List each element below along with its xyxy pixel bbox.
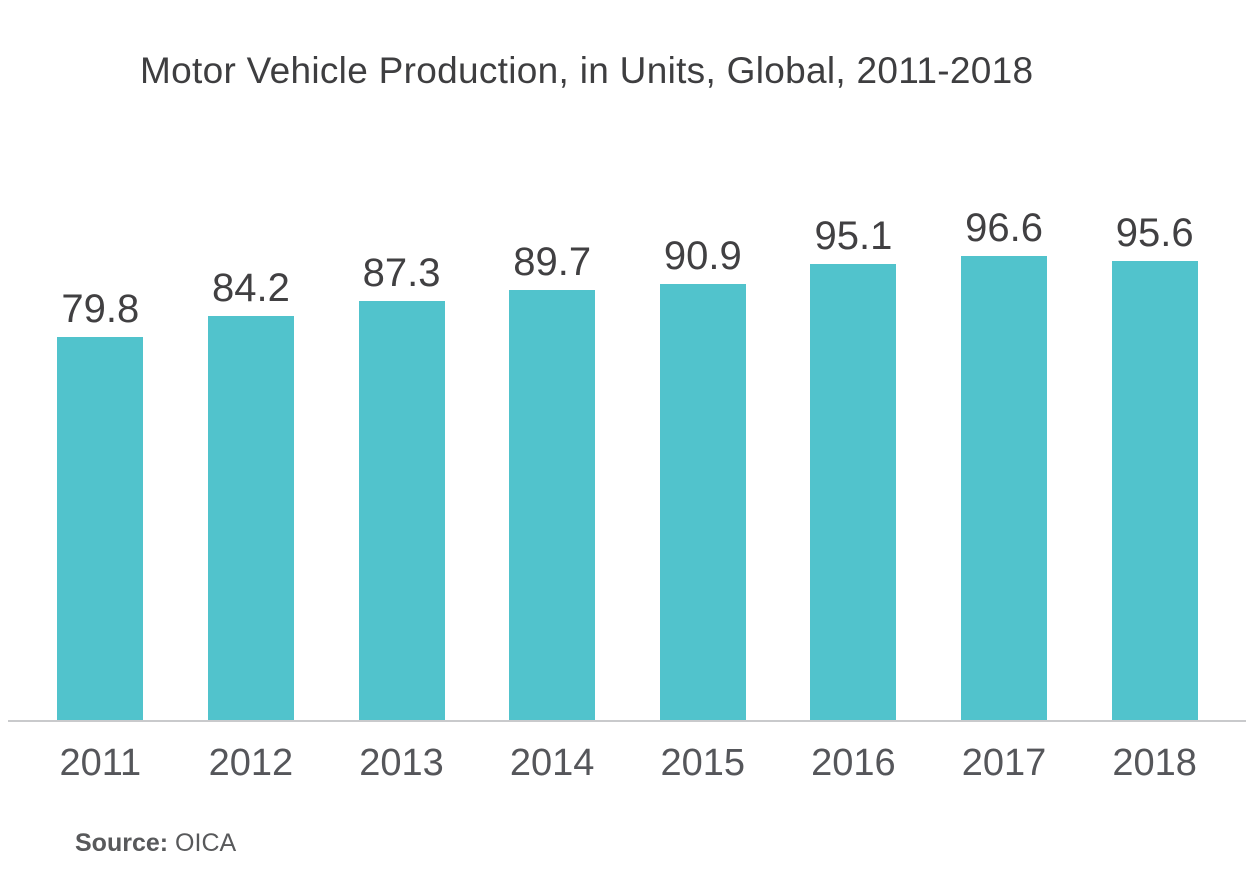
plot-area: 79.8 84.2 87.3 89.7 90.9 95.1 96.6 95.6 <box>25 190 1230 722</box>
x-tick-label-2017: 2017 <box>961 742 1047 784</box>
x-tick-label-2011: 2011 <box>59 742 142 784</box>
x-tick-label-2013: 2013 <box>359 742 444 784</box>
x-tick-label-2018: 2018 <box>1112 742 1197 784</box>
source-label: Source: <box>75 829 169 857</box>
bar-2011 <box>57 337 144 722</box>
bar-2015 <box>659 283 746 722</box>
bar-group-2018: 95.6 <box>1079 190 1230 722</box>
data-label-2013: 87.3 <box>362 251 441 296</box>
x-tick-label-2012: 2012 <box>208 742 294 784</box>
bar-2016 <box>810 263 897 722</box>
data-label-2016: 95.1 <box>814 213 893 258</box>
bar-group-2011: 79.8 <box>25 190 176 722</box>
bar-group-2016: 95.1 <box>778 190 929 722</box>
x-tick-label-2015: 2015 <box>660 742 746 784</box>
data-label-2011: 79.8 <box>61 287 140 332</box>
source-value: OICA <box>175 829 237 857</box>
data-label-2014: 89.7 <box>513 239 592 284</box>
data-label-2015: 90.9 <box>663 233 742 278</box>
chart-title: Motor Vehicle Production, in Units, Glob… <box>140 50 1034 91</box>
bar-group-2013: 87.3 <box>326 190 477 722</box>
x-tick-label-2014: 2014 <box>509 742 595 784</box>
data-label-2017: 96.6 <box>965 206 1043 251</box>
data-label-2018: 95.6 <box>1115 211 1194 256</box>
bar-group-2012: 84.2 <box>176 190 327 722</box>
x-axis-tick-labels: 2011 2012 2013 2014 2015 2016 2017 2018 <box>25 744 1230 782</box>
bar-2012 <box>207 316 294 722</box>
x-tick-label-2016: 2016 <box>811 742 896 784</box>
x-axis-line <box>8 720 1246 722</box>
bar-2018 <box>1111 261 1198 722</box>
bar-2013 <box>358 301 445 722</box>
source-note: Source: OICA <box>75 829 236 858</box>
bar-group-2017: 96.6 <box>929 190 1080 722</box>
bar-group-2014: 89.7 <box>477 190 628 722</box>
bar-2017 <box>961 256 1048 722</box>
data-label-2012: 84.2 <box>212 266 290 311</box>
bar-2014 <box>509 289 596 722</box>
bar-group-2015: 90.9 <box>628 190 779 722</box>
